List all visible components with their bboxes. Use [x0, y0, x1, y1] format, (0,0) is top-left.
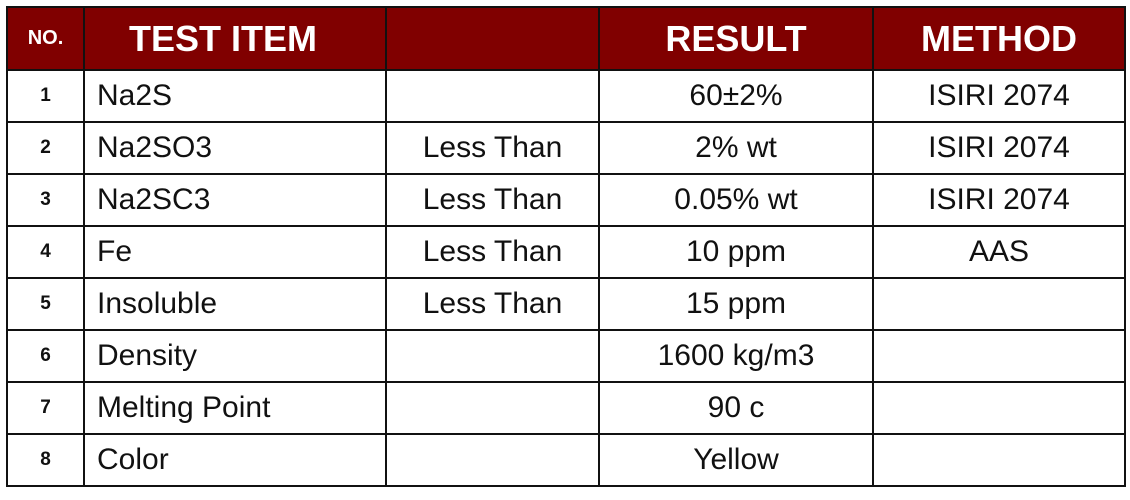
- table-row: 8 Color Yellow: [6, 433, 1126, 487]
- table-cell: Insoluble: [83, 277, 387, 331]
- table-cell: [872, 433, 1126, 487]
- table-cell: Fe: [83, 225, 387, 279]
- header-cell: [385, 6, 600, 71]
- table-cell: Less Than: [385, 121, 600, 175]
- header-cell: RESULT: [598, 6, 874, 71]
- table-cell: Melting Point: [83, 381, 387, 435]
- table-cell: 5: [6, 277, 85, 331]
- table-cell: Na2S: [83, 69, 387, 123]
- table-cell: 4: [6, 225, 85, 279]
- table-cell: AAS: [872, 225, 1126, 279]
- table-cell: 60±2%: [598, 69, 874, 123]
- table-cell: 1600 kg/m3: [598, 329, 874, 383]
- table-cell: ISIRI 2074: [872, 69, 1126, 123]
- table-cell: 1: [6, 69, 85, 123]
- spec-table: NO. TEST ITEM RESULT METHOD 1 Na2S 60±2% IS…: [6, 6, 1126, 487]
- header-row: NO. TEST ITEM RESULT METHOD: [6, 6, 1126, 71]
- header-cell: NO.: [6, 6, 85, 71]
- table-cell: [385, 381, 600, 435]
- table-cell: 2: [6, 121, 85, 175]
- table-cell: Less Than: [385, 225, 600, 279]
- table-cell: 2% wt: [598, 121, 874, 175]
- table-cell: [385, 433, 600, 487]
- table-cell: Less Than: [385, 277, 600, 331]
- table-cell: 8: [6, 433, 85, 487]
- header-cell: METHOD: [872, 6, 1126, 71]
- table-row: 7 Melting Point 90 c: [6, 381, 1126, 435]
- table-cell: 3: [6, 173, 85, 227]
- table-cell: [872, 329, 1126, 383]
- table-row: 3 Na2SC3 Less Than 0.05% wt ISIRI 2074: [6, 173, 1126, 227]
- header-cell: TEST ITEM: [83, 6, 387, 71]
- table-cell: [385, 329, 600, 383]
- table-cell: 7: [6, 381, 85, 435]
- table-cell: ISIRI 2074: [872, 173, 1126, 227]
- table-row: 1 Na2S 60±2% ISIRI 2074: [6, 69, 1126, 123]
- table-cell: Color: [83, 433, 387, 487]
- table-cell: [385, 69, 600, 123]
- table-cell: Yellow: [598, 433, 874, 487]
- table-cell: Na2SC3: [83, 173, 387, 227]
- table-cell: Density: [83, 329, 387, 383]
- table-cell: [872, 381, 1126, 435]
- table-body: 1 Na2S 60±2% ISIRI 2074 2 Na2SO3 Less Than 2% w…: [6, 69, 1126, 487]
- table-cell: 10 ppm: [598, 225, 874, 279]
- table-row: 4 Fe Less Than 10 ppm AAS: [6, 225, 1126, 279]
- table-row: 2 Na2SO3 Less Than 2% wt ISIRI 2074: [6, 121, 1126, 175]
- table-cell: 90 c: [598, 381, 874, 435]
- table-row: 6 Density 1600 kg/m3: [6, 329, 1126, 383]
- table-cell: [872, 277, 1126, 331]
- table-cell: ISIRI 2074: [872, 121, 1126, 175]
- table-cell: Less Than: [385, 173, 600, 227]
- table-cell: 6: [6, 329, 85, 383]
- table-cell: 15 ppm: [598, 277, 874, 331]
- table-row: 5 Insoluble Less Than 15 ppm: [6, 277, 1126, 331]
- table-cell: 0.05% wt: [598, 173, 874, 227]
- table-cell: Na2SO3: [83, 121, 387, 175]
